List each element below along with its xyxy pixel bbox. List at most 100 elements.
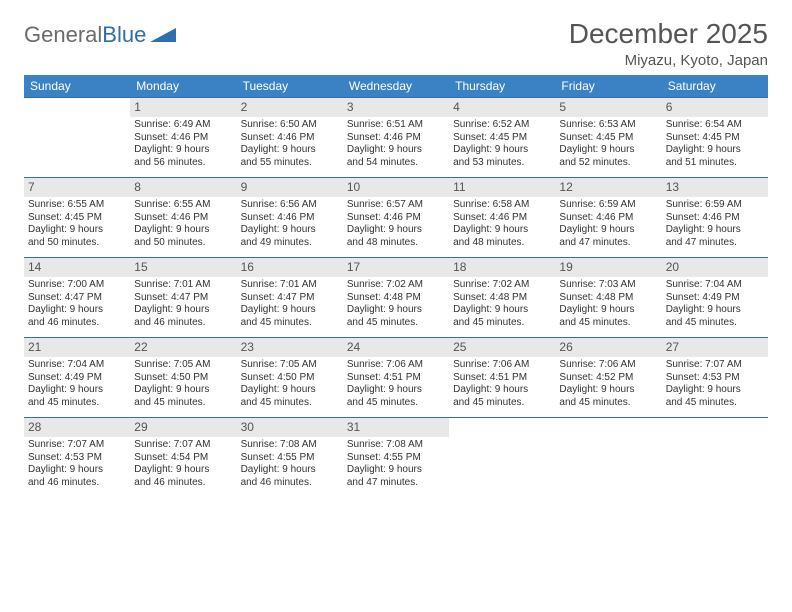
cell-line: and 47 minutes. — [666, 237, 764, 250]
calendar-cell: 21Sunrise: 7:04 AMSunset: 4:49 PMDayligh… — [24, 338, 130, 418]
cell-line: Sunrise: 7:02 AM — [453, 279, 551, 292]
calendar-cell: 22Sunrise: 7:05 AMSunset: 4:50 PMDayligh… — [130, 338, 236, 418]
day-number: 28 — [24, 418, 130, 437]
cell-line: Sunset: 4:48 PM — [347, 292, 445, 305]
brand-triangle-icon — [150, 22, 176, 48]
cell-line: Sunset: 4:46 PM — [559, 212, 657, 225]
day-number: 31 — [343, 418, 449, 437]
day-number: 10 — [343, 178, 449, 197]
cell-line: Sunset: 4:46 PM — [134, 132, 232, 145]
cell-line: Sunrise: 6:49 AM — [134, 119, 232, 132]
cell-line: Sunset: 4:55 PM — [347, 452, 445, 465]
cell-line: and 45 minutes. — [241, 397, 339, 410]
cell-line: Daylight: 9 hours — [666, 384, 764, 397]
cell-line: Sunset: 4:45 PM — [28, 212, 126, 225]
calendar-cell — [24, 98, 130, 178]
day-number: 21 — [24, 338, 130, 357]
day-header-row: Sunday Monday Tuesday Wednesday Thursday… — [24, 75, 768, 98]
cell-line: Sunrise: 7:04 AM — [28, 359, 126, 372]
calendar-cell — [449, 418, 555, 498]
day-header: Thursday — [449, 75, 555, 98]
cell-line: Sunset: 4:49 PM — [666, 292, 764, 305]
calendar-cell: 25Sunrise: 7:06 AMSunset: 4:51 PMDayligh… — [449, 338, 555, 418]
calendar-row: 21 Sunrise: 7:04 AMSunset: 4:49 PM Dayligh… — [24, 338, 768, 418]
cell-line: Sunset: 4:47 PM — [134, 292, 232, 305]
day-number: 13 — [662, 178, 768, 197]
cell-line: Daylight: 9 hours — [666, 304, 764, 317]
calendar-cell: 15Sunrise: 7:01 AMSunset: 4:47 PMDayligh… — [130, 258, 236, 338]
day-number: 19 — [555, 258, 661, 277]
calendar-cell: 3Sunrise: 6:51 AMSunset: 4:46 PMDaylight… — [343, 98, 449, 178]
day-number: 11 — [449, 178, 555, 197]
cell-line: and 53 minutes. — [453, 157, 551, 170]
cell-line: Sunset: 4:46 PM — [241, 132, 339, 145]
cell-line: and 46 minutes. — [134, 317, 232, 330]
day-number: 2 — [237, 98, 343, 117]
cell-line: Sunrise: 6:59 AM — [666, 199, 764, 212]
cell-line: Sunrise: 7:00 AM — [28, 279, 126, 292]
day-number: 23 — [237, 338, 343, 357]
day-number: 24 — [343, 338, 449, 357]
brand-part1: General — [24, 22, 102, 48]
calendar-cell: 1Sunrise: 6:49 AMSunset: 4:46 PMDaylight… — [130, 98, 236, 178]
cell-line: Sunrise: 6:55 AM — [28, 199, 126, 212]
day-number: 22 — [130, 338, 236, 357]
cell-line: Sunrise: 6:59 AM — [559, 199, 657, 212]
cell-line: Sunset: 4:52 PM — [559, 372, 657, 385]
cell-line: Sunrise: 7:07 AM — [134, 439, 232, 452]
cell-line: Sunrise: 6:51 AM — [347, 119, 445, 132]
cell-line: and 45 minutes. — [347, 317, 445, 330]
calendar-cell: 12Sunrise: 6:59 AMSunset: 4:46 PMDayligh… — [555, 178, 661, 258]
cell-line: and 46 minutes. — [28, 477, 126, 490]
cell-line: Sunset: 4:49 PM — [28, 372, 126, 385]
calendar-cell: 23Sunrise: 7:05 AMSunset: 4:50 PMDayligh… — [237, 338, 343, 418]
day-number: 5 — [555, 98, 661, 117]
cell-line: Daylight: 9 hours — [241, 464, 339, 477]
calendar-cell: 13Sunrise: 6:59 AMSunset: 4:46 PMDayligh… — [662, 178, 768, 258]
cell-line: and 52 minutes. — [559, 157, 657, 170]
cell-line: Daylight: 9 hours — [134, 304, 232, 317]
cell-line: Sunset: 4:46 PM — [453, 212, 551, 225]
calendar-cell: 27 Sunrise: 7:07 AMSunset: 4:53 PMDayligh… — [662, 338, 768, 418]
cell-line: Sunset: 4:53 PM — [666, 372, 764, 385]
cell-line: and 55 minutes. — [241, 157, 339, 170]
cell-line: Sunset: 4:50 PM — [241, 372, 339, 385]
page-header: GeneralBlue December 2025 Miyazu, Kyoto,… — [24, 18, 768, 69]
calendar-table: Sunday Monday Tuesday Wednesday Thursday… — [24, 75, 768, 497]
day-header: Wednesday — [343, 75, 449, 98]
calendar-row: 14Sunrise: 7:00 AMSunset: 4:47 PMDayligh… — [24, 258, 768, 338]
day-number: 16 — [237, 258, 343, 277]
cell-line: Daylight: 9 hours — [347, 224, 445, 237]
cell-line: Daylight: 9 hours — [134, 464, 232, 477]
cell-line: and 45 minutes. — [559, 397, 657, 410]
day-number: 30 — [237, 418, 343, 437]
calendar-cell: 18Sunrise: 7:02 AMSunset: 4:48 PMDayligh… — [449, 258, 555, 338]
cell-line: Sunset: 4:45 PM — [453, 132, 551, 145]
cell-line: Sunset: 4:46 PM — [347, 212, 445, 225]
cell-line: and 50 minutes. — [134, 237, 232, 250]
cell-line: and 45 minutes. — [559, 317, 657, 330]
cell-line: Daylight: 9 hours — [559, 224, 657, 237]
cell-line: Daylight: 9 hours — [347, 144, 445, 157]
day-number: 14 — [24, 258, 130, 277]
cell-line: Daylight: 9 hours — [134, 384, 232, 397]
cell-line: and 48 minutes. — [347, 237, 445, 250]
day-number: 8 — [130, 178, 236, 197]
cell-line: Sunrise: 6:52 AM — [453, 119, 551, 132]
cell-line: and 46 minutes. — [28, 317, 126, 330]
calendar-cell: 29Sunrise: 7:07 AMSunset: 4:54 PMDayligh… — [130, 418, 236, 498]
day-number: 15 — [130, 258, 236, 277]
day-header: Sunday — [24, 75, 130, 98]
cell-line: and 45 minutes. — [453, 317, 551, 330]
cell-line: Sunset: 4:51 PM — [347, 372, 445, 385]
day-number: 27 — [662, 338, 768, 357]
cell-line: Sunrise: 7:07 AM — [666, 359, 764, 372]
day-number: 26 — [555, 338, 661, 357]
cell-line: Daylight: 9 hours — [453, 384, 551, 397]
cell-line: and 45 minutes. — [347, 397, 445, 410]
calendar-cell: 30Sunrise: 7:08 AMSunset: 4:55 PMDayligh… — [237, 418, 343, 498]
calendar-cell: 10Sunrise: 6:57 AMSunset: 4:46 PMDayligh… — [343, 178, 449, 258]
cell-line: Sunset: 4:46 PM — [666, 212, 764, 225]
cell-line: Sunrise: 6:54 AM — [666, 119, 764, 132]
brand-part2: Blue — [102, 22, 146, 48]
